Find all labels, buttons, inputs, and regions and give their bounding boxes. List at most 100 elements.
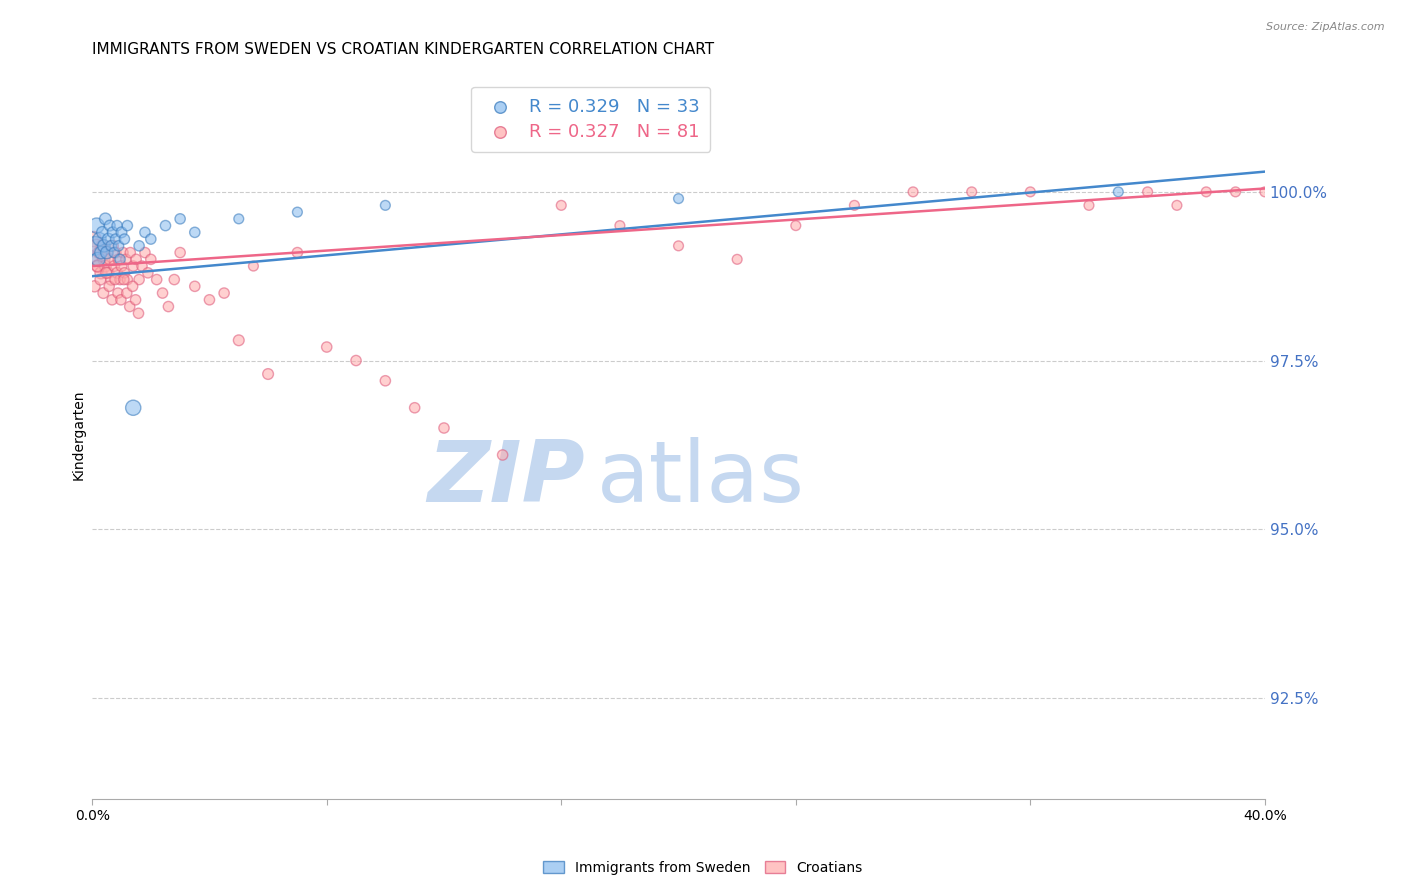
- Point: [287, 245, 309, 260]
- Point: [128, 239, 150, 253]
- Point: [228, 333, 250, 347]
- Point: [668, 192, 690, 206]
- Point: [83, 279, 105, 293]
- Point: [110, 293, 132, 307]
- Point: [91, 286, 114, 301]
- Point: [93, 239, 115, 253]
- Point: [155, 219, 177, 233]
- Point: [104, 272, 127, 286]
- Point: [110, 259, 132, 273]
- Point: [228, 211, 250, 226]
- Legend: R = 0.329   N = 33, R = 0.327   N = 81: R = 0.329 N = 33, R = 0.327 N = 81: [471, 87, 710, 152]
- Point: [86, 239, 108, 253]
- Point: [100, 239, 122, 253]
- Point: [89, 232, 111, 246]
- Point: [169, 211, 191, 226]
- Point: [128, 272, 150, 286]
- Point: [1136, 185, 1159, 199]
- Point: [242, 259, 264, 273]
- Point: [115, 252, 138, 267]
- Point: [90, 245, 112, 260]
- Point: [100, 272, 122, 286]
- Point: [844, 198, 866, 212]
- Point: [117, 272, 139, 286]
- Point: [84, 252, 107, 267]
- Point: [134, 245, 156, 260]
- Point: [128, 306, 150, 320]
- Point: [1195, 185, 1218, 199]
- Point: [491, 448, 513, 462]
- Point: [139, 252, 162, 267]
- Point: [108, 272, 131, 286]
- Point: [97, 232, 120, 246]
- Point: [98, 279, 121, 293]
- Point: [89, 245, 111, 260]
- Point: [86, 219, 108, 233]
- Point: [124, 293, 146, 307]
- Point: [1166, 198, 1188, 212]
- Point: [785, 219, 807, 233]
- Text: atlas: atlas: [596, 437, 804, 520]
- Point: [96, 245, 118, 260]
- Point: [86, 259, 108, 273]
- Point: [101, 225, 124, 239]
- Point: [110, 225, 132, 239]
- Point: [344, 353, 367, 368]
- Point: [121, 279, 143, 293]
- Point: [184, 225, 207, 239]
- Point: [1107, 185, 1129, 199]
- Point: [122, 401, 145, 415]
- Y-axis label: Kindergarten: Kindergarten: [72, 390, 86, 480]
- Point: [374, 198, 396, 212]
- Point: [108, 252, 131, 267]
- Point: [115, 286, 138, 301]
- Point: [139, 232, 162, 246]
- Point: [125, 252, 148, 267]
- Point: [83, 232, 105, 246]
- Point: [404, 401, 426, 415]
- Point: [104, 232, 127, 246]
- Point: [1019, 185, 1042, 199]
- Point: [101, 239, 124, 253]
- Text: IMMIGRANTS FROM SWEDEN VS CROATIAN KINDERGARTEN CORRELATION CHART: IMMIGRANTS FROM SWEDEN VS CROATIAN KINDE…: [93, 42, 714, 57]
- Point: [91, 225, 114, 239]
- Point: [374, 374, 396, 388]
- Point: [89, 272, 111, 286]
- Point: [960, 185, 983, 199]
- Point: [87, 252, 110, 267]
- Point: [1225, 185, 1247, 199]
- Point: [98, 252, 121, 267]
- Point: [315, 340, 337, 354]
- Point: [1254, 185, 1277, 199]
- Point: [114, 232, 136, 246]
- Point: [94, 211, 117, 226]
- Point: [96, 245, 118, 260]
- Point: [87, 259, 110, 273]
- Point: [287, 205, 309, 219]
- Point: [103, 245, 125, 260]
- Point: [91, 239, 114, 253]
- Point: [107, 286, 129, 301]
- Point: [198, 293, 221, 307]
- Point: [184, 279, 207, 293]
- Point: [103, 259, 125, 273]
- Point: [105, 219, 128, 233]
- Point: [169, 245, 191, 260]
- Point: [104, 245, 127, 260]
- Point: [118, 300, 141, 314]
- Point: [609, 219, 631, 233]
- Point: [84, 239, 107, 253]
- Point: [1078, 198, 1101, 212]
- Point: [134, 225, 156, 239]
- Point: [112, 272, 135, 286]
- Point: [111, 245, 134, 260]
- Point: [433, 421, 456, 435]
- Point: [212, 286, 235, 301]
- Point: [257, 367, 280, 381]
- Point: [114, 266, 136, 280]
- Point: [94, 259, 117, 273]
- Point: [90, 266, 112, 280]
- Point: [120, 245, 142, 260]
- Text: Source: ZipAtlas.com: Source: ZipAtlas.com: [1267, 22, 1385, 32]
- Point: [105, 266, 128, 280]
